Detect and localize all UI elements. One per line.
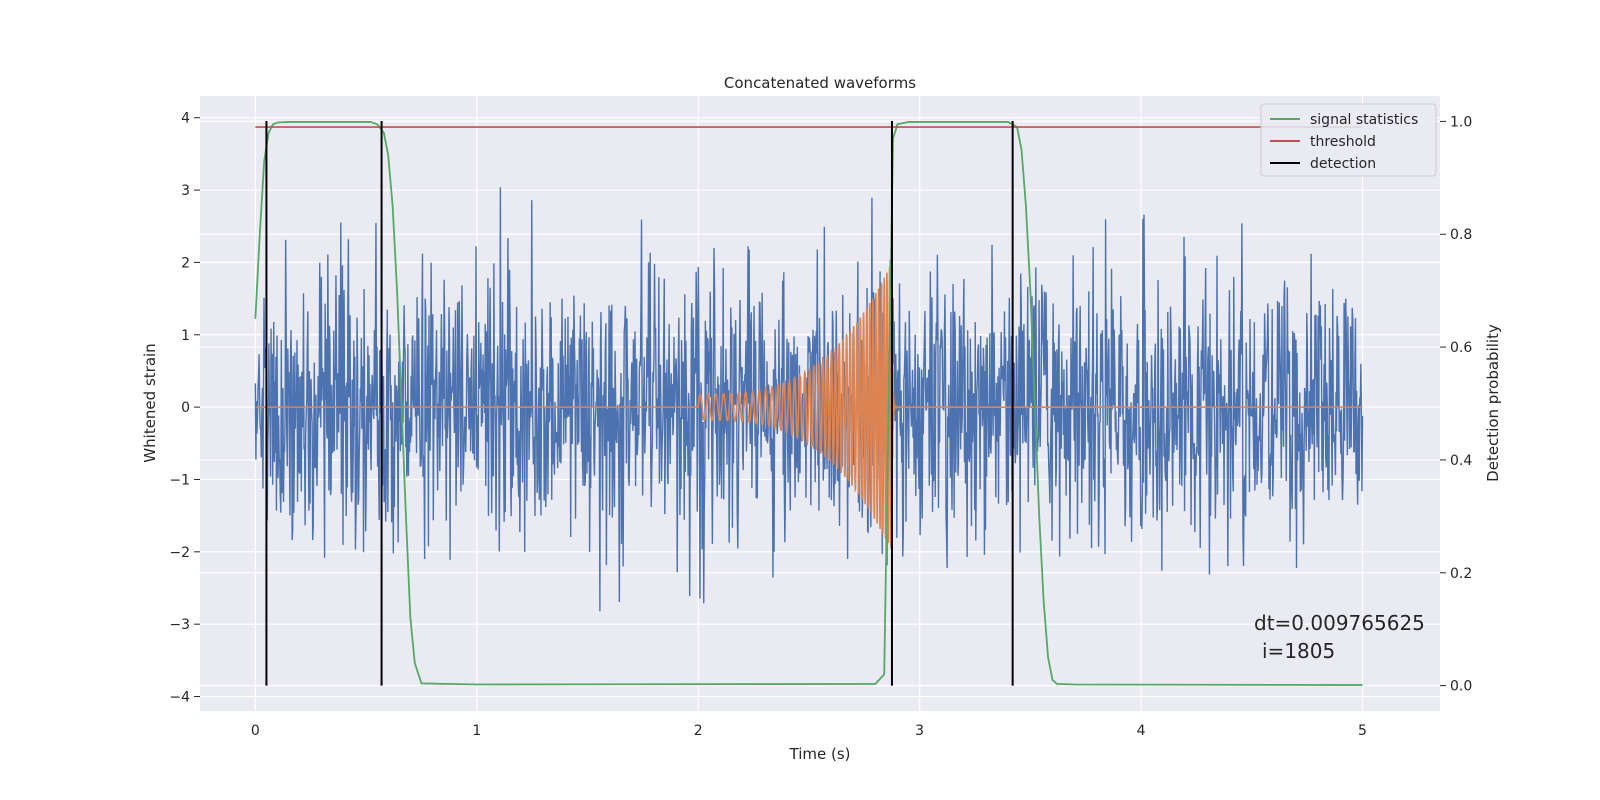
series-whitened-strain [254,187,1364,612]
legend-box [1260,103,1437,177]
y-right-tick-label: 1.0 [1450,114,1472,130]
annotation-dt: dt=0.009765625 [1254,611,1425,635]
legend-label: signal statistics [1310,112,1418,128]
y-right-tick-label: 0.2 [1450,566,1472,582]
x-tick-label: 0 [251,723,260,739]
y-tick-label: −4 [169,690,190,706]
series-layer [254,121,1364,686]
y-tick-label: −2 [169,545,190,561]
ticks: 0 1 2 3 4 5 −4 −3 −2 −1 0 1 2 3 4 0.0 0.2 0.4 0.6 0.8 1.0 [169,111,1472,739]
y-tick-label: −3 [169,617,190,633]
y-tick-label: 1 [181,328,190,344]
x-tick-label: 5 [1358,723,1367,739]
y-tick-label: 2 [181,255,190,271]
y-tick-label: 0 [181,400,190,416]
x-tick-label: 1 [472,723,481,739]
series-injected-waveform [255,267,1363,549]
legend-label: threshold [1310,134,1376,150]
y-right-tick-label: 0.6 [1450,340,1472,356]
y-tick-label: 4 [181,111,190,127]
x-tick-label: 4 [1137,723,1146,739]
y-axis-label-right: Detection probability [1484,324,1502,482]
x-tick-label: 2 [694,723,703,739]
y-tick-label: −1 [169,472,190,488]
y-right-tick-label: 0.8 [1450,227,1472,243]
y-axis-label: Whitened strain [141,343,159,462]
series-signal-statistics [254,121,1363,686]
legend-label: detection [1310,156,1376,172]
annotation-i: i=1805 [1262,639,1335,663]
y-right-tick-label: 0.0 [1450,679,1472,695]
chart-title: Concatenated waveforms [724,74,916,92]
y-tick-label: 3 [181,183,190,199]
y-right-tick-label: 0.4 [1450,453,1472,469]
x-tick-label: 3 [915,723,924,739]
x-axis-label: Time (s) [789,745,851,763]
legend: signal statistics threshold detection [1260,103,1437,177]
